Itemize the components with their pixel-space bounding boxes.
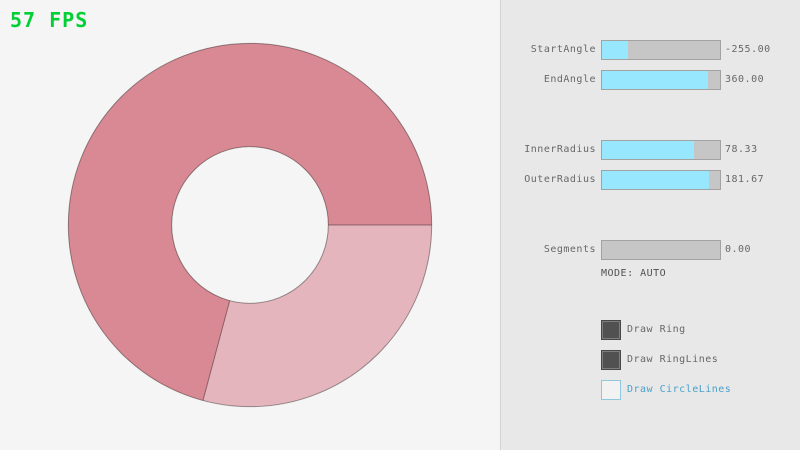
startangle-slider-fill (602, 41, 628, 59)
innerradius-slider-fill (602, 141, 694, 159)
slider-row-segments: Segments 0.00 (501, 240, 800, 260)
checkbox-row-draw-ring: Draw Ring (501, 320, 800, 340)
startangle-value: -255.00 (725, 44, 771, 55)
mode-text: MODE: AUTO (601, 268, 667, 279)
outerradius-label: OuterRadius (524, 174, 596, 185)
outerradius-value: 181.67 (725, 174, 765, 185)
startangle-slider[interactable] (601, 40, 721, 60)
startangle-label: StartAngle (530, 44, 596, 55)
checkbox-row-draw-ringlines: Draw RingLines (501, 350, 800, 370)
ring-double-pass (68, 43, 432, 401)
outerradius-slider-fill (602, 171, 709, 189)
endangle-slider[interactable] (601, 70, 721, 90)
slider-row-endangle: EndAngle 360.00 (501, 70, 800, 90)
draw-ringlines-checkbox[interactable] (601, 350, 621, 370)
ring-inner-line (171, 146, 329, 304)
innerradius-slider[interactable] (601, 140, 721, 160)
innerradius-label: InnerRadius (524, 144, 596, 155)
draw-ringlines-label: Draw RingLines (627, 354, 719, 365)
slider-row-outerradius: OuterRadius 181.67 (501, 170, 800, 190)
draw-ring-label: Draw Ring (627, 324, 686, 335)
innerradius-value: 78.33 (725, 144, 758, 155)
segments-slider[interactable] (601, 240, 721, 260)
endangle-label: EndAngle (543, 74, 596, 85)
draw-circlelines-label: Draw CircleLines (627, 384, 732, 395)
ring-start-angle-line (202, 300, 231, 401)
segments-label: Segments (543, 244, 596, 255)
outerradius-slider[interactable] (601, 170, 721, 190)
slider-row-startangle: StartAngle -255.00 (501, 40, 800, 60)
control-panel: StartAngle -255.00 EndAngle 360.00 Inner… (500, 0, 800, 450)
draw-ring-checkbox[interactable] (601, 320, 621, 340)
draw-circlelines-checkbox[interactable] (601, 380, 621, 400)
endangle-value: 360.00 (725, 74, 765, 85)
checkbox-row-draw-circlelines: Draw CircleLines (501, 380, 800, 400)
ring-canvas (67, 42, 433, 408)
endangle-slider-fill (602, 71, 708, 89)
segments-value: 0.00 (725, 244, 752, 255)
fps-counter: 57 FPS (10, 8, 89, 32)
slider-row-innerradius: InnerRadius 78.33 (501, 140, 800, 160)
ring-outer-line (67, 42, 433, 408)
